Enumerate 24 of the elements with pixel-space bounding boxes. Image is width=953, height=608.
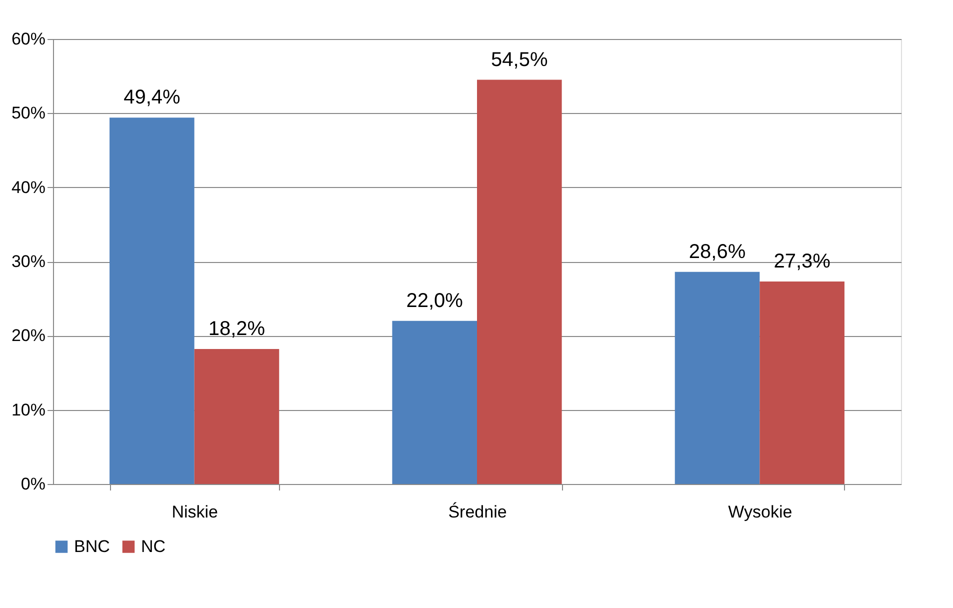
y-tick-label: 30%: [11, 252, 46, 271]
y-tick-label: 50%: [11, 104, 46, 123]
data-label: 22,0%: [406, 290, 464, 312]
x-tick-label: Średnie: [448, 502, 507, 522]
legend-label: BNC: [74, 536, 110, 556]
data-label: 28,6%: [688, 240, 746, 263]
bar: [477, 80, 562, 484]
y-tick-label: 10%: [11, 400, 46, 420]
data-label: 18,2%: [208, 318, 266, 340]
x-tick-label: Wysokie: [728, 502, 792, 522]
legend-label: NC: [141, 536, 166, 556]
bar: [392, 320, 477, 484]
bar: [110, 118, 194, 484]
y-tick-label: 40%: [11, 178, 46, 197]
y-tick-label: 20%: [11, 326, 46, 346]
data-label: 49,4%: [124, 86, 180, 109]
x-tick-label: Niskie: [172, 502, 218, 522]
y-tick-label: 60%: [11, 30, 46, 48]
bar: [674, 272, 760, 484]
bar: [760, 282, 844, 484]
bar: [194, 349, 280, 484]
y-tick-label: 0%: [20, 474, 46, 494]
data-label: 54,5%: [491, 48, 548, 71]
data-label: 27,3%: [774, 250, 831, 273]
